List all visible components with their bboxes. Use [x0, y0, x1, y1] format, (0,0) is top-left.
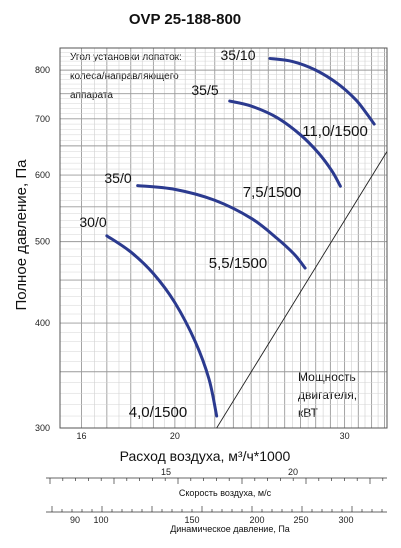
power-limit-line	[216, 151, 388, 429]
y-axis-label: Полное давление, Па	[13, 159, 30, 311]
y-tick-label: 300	[35, 423, 50, 433]
power-label: 11,0/1500	[302, 123, 368, 140]
power-label: 4,0/1500	[129, 404, 187, 421]
dynamic-pressure-tick-label: 200	[249, 515, 264, 525]
grid-layer	[59, 47, 388, 429]
x-tick-label: 20	[170, 431, 180, 441]
chart-title: OVP 25-188-800	[129, 11, 241, 28]
y-tick-label: 400	[35, 318, 50, 328]
blade-angle-annotation: Угол установки лопаток: колеса/направляю…	[70, 52, 185, 101]
dynamic-pressure-tick-label: 300	[338, 515, 353, 525]
curve-label: 35/0	[104, 170, 131, 186]
marks-layer: 300 400 500 600 700 800 16 20 30 30/0 4,0/1500 35/0…	[35, 47, 388, 525]
fan-curve-35-10	[268, 56, 376, 126]
dynamic-pressure-tick-label: 150	[184, 515, 199, 525]
power-label: 7,5/1500	[243, 184, 301, 201]
y-tick-label: 700	[35, 114, 50, 124]
x-tick-label: 30	[340, 431, 350, 441]
fan-curve-35-0	[136, 184, 307, 270]
power-label: 5,5/1500	[209, 255, 267, 272]
dynamic-pressure-axis-label: Динамическое давление, Па	[170, 524, 290, 534]
velocity-tick-label: 20	[288, 467, 298, 477]
dynamic-pressure-tick-label: 250	[293, 515, 308, 525]
x-tick-label: 16	[76, 431, 86, 441]
dynamic-pressure-tick-label: 100	[93, 515, 108, 525]
x-axis-label: Расход воздуха, м³/ч*1000	[120, 448, 291, 464]
fan-curve-35-5	[228, 99, 342, 188]
plot-frame	[59, 47, 388, 429]
velocity-axis-label: Скорость воздуха, м/с	[179, 488, 272, 498]
fan-curve-30-0	[105, 234, 219, 418]
curve-label: 35/10	[220, 47, 255, 63]
power-header: Мощность двигателя, кВТ	[298, 370, 360, 420]
y-tick-label: 500	[35, 237, 50, 247]
y-tick-label: 600	[35, 170, 50, 180]
curve-label: 30/0	[79, 214, 106, 230]
y-tick-label: 800	[35, 65, 50, 75]
curve-label: 35/5	[191, 82, 218, 98]
dynamic-pressure-tick-label: 90	[70, 515, 80, 525]
velocity-tick-label: 15	[161, 467, 171, 477]
